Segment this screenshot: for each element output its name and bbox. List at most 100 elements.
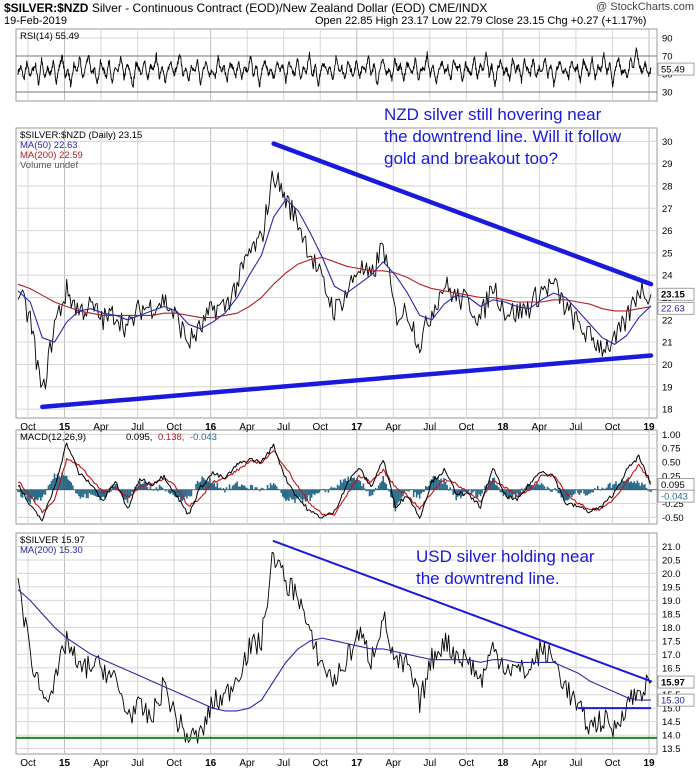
y-tick-label: 30 bbox=[662, 137, 673, 148]
x-tick-label: Oct bbox=[605, 758, 621, 769]
usd-annotation-line: USD silver holding near bbox=[416, 547, 595, 566]
y-tick-label: 17.5 bbox=[662, 636, 681, 647]
chart-header: $SILVER:$NZD Silver - Continuous Contrac… bbox=[4, 1, 487, 15]
x-tick-label: Jul bbox=[277, 422, 290, 433]
y-tick-label: 90 bbox=[662, 34, 673, 45]
x-tick-label: 16 bbox=[205, 758, 217, 769]
y-tick-label: -0.25 bbox=[662, 499, 684, 510]
y-tick-label: 19.0 bbox=[662, 596, 681, 607]
panel-silver-nzd bbox=[15, 127, 658, 419]
x-tick-label: Apr bbox=[386, 758, 402, 769]
y-tick-label: 0.25 bbox=[662, 471, 681, 482]
copyright-label: @ StockCharts.com bbox=[596, 1, 694, 13]
x-tick-label: Apr bbox=[239, 758, 255, 769]
panel-macd bbox=[15, 429, 658, 525]
y-tick-label: 1.00 bbox=[662, 430, 681, 441]
nzd-annotation-line: gold and breakout too? bbox=[384, 149, 558, 168]
x-tick-label: Apr bbox=[386, 422, 402, 433]
price-tag-label: 15.30 bbox=[661, 696, 685, 707]
x-tick-label: 18 bbox=[497, 422, 509, 433]
y-tick-label: 19.5 bbox=[662, 582, 681, 593]
y-tick-label: 27 bbox=[662, 204, 673, 215]
y-tick-label: 20.0 bbox=[662, 569, 681, 580]
x-tick-label: Oct bbox=[20, 422, 36, 433]
nzd-uptrend-line bbox=[40, 353, 654, 410]
y-tick-label: 19 bbox=[662, 382, 673, 393]
x-tick-label: Oct bbox=[20, 758, 36, 769]
x-tick-label: 17 bbox=[351, 758, 363, 769]
x-tick-label: 17 bbox=[351, 422, 363, 433]
x-tick-label: Apr bbox=[532, 422, 548, 433]
x-tick-label: Oct bbox=[459, 422, 475, 433]
x-tick-label: 19 bbox=[643, 758, 655, 769]
panel-frame bbox=[15, 28, 658, 102]
symbol-description: Silver - Continuous Contract (EOD)/New Z… bbox=[91, 1, 488, 15]
x-tick-label: Oct bbox=[166, 758, 182, 769]
usd-ma200-line bbox=[17, 589, 651, 712]
x-tick-label: Apr bbox=[93, 758, 109, 769]
price-tag-box bbox=[657, 693, 695, 707]
panel-frame bbox=[15, 127, 658, 419]
price-tag-box bbox=[657, 62, 695, 76]
y-tick-label: 22 bbox=[662, 315, 673, 326]
macd-legend-value: 0.095, bbox=[126, 432, 152, 443]
x-tick-label: Apr bbox=[532, 758, 548, 769]
price-tag-label: 0.095 bbox=[661, 480, 685, 491]
usd-annotation-line: the downtrend line. bbox=[416, 569, 560, 588]
macd-line bbox=[17, 442, 652, 522]
x-tick-label: Oct bbox=[459, 758, 475, 769]
y-tick-label: 17.0 bbox=[662, 650, 681, 661]
price-tag-label: 55.49 bbox=[661, 65, 685, 76]
x-tick-label: Apr bbox=[93, 422, 109, 433]
legend-entry: MA(200) 15.30 bbox=[20, 545, 83, 556]
y-tick-label: 29 bbox=[662, 159, 673, 170]
y-tick-label: 0.75 bbox=[662, 444, 681, 455]
y-tick-label: 15.0 bbox=[662, 704, 681, 715]
x-tick-label: Jul bbox=[570, 758, 583, 769]
usd-silver-price-line bbox=[17, 551, 652, 744]
price-tag-box bbox=[657, 287, 695, 301]
y-tick-label: 70 bbox=[662, 52, 673, 63]
nzd-annotation-line: NZD silver still hovering near bbox=[384, 105, 602, 124]
y-tick-label: 21.0 bbox=[662, 542, 681, 553]
macd-signal-line bbox=[17, 450, 652, 516]
y-tick-label: 24 bbox=[662, 271, 673, 282]
quote-line: Open 22.85 High 23.17 Low 22.79 Close 23… bbox=[315, 15, 647, 27]
y-tick-label: 20 bbox=[662, 360, 673, 371]
x-tick-label: Oct bbox=[166, 422, 182, 433]
price-tag-box bbox=[657, 489, 695, 503]
x-tick-label: 15 bbox=[59, 422, 71, 433]
y-tick-label: 18.5 bbox=[662, 609, 681, 620]
y-tick-label: 16.5 bbox=[662, 663, 681, 674]
symbol-title: $SILVER:$NZD bbox=[4, 1, 89, 15]
macd-legend-title: MACD(12,26,9) bbox=[20, 432, 86, 443]
legend-entry: Volume undef bbox=[20, 160, 78, 171]
price-tag-box bbox=[657, 301, 695, 315]
y-tick-label: 28 bbox=[662, 182, 673, 193]
legend-entry: $SILVER 15.97 bbox=[20, 535, 85, 546]
legend-entry: MA(200) 22.59 bbox=[20, 150, 83, 161]
x-tick-label: Jul bbox=[423, 422, 436, 433]
y-tick-label: 20.5 bbox=[662, 555, 681, 566]
macd-legend-histogram: -0.043 bbox=[190, 432, 217, 443]
y-tick-label: 18.0 bbox=[662, 623, 681, 634]
panel-frame bbox=[15, 429, 658, 525]
x-tick-label: Jul bbox=[131, 422, 144, 433]
x-tick-label: Oct bbox=[605, 422, 621, 433]
x-tick-label: Jul bbox=[570, 422, 583, 433]
price-tag-label: 23.15 bbox=[661, 290, 685, 301]
x-tick-label: Oct bbox=[312, 758, 328, 769]
x-tick-label: Apr bbox=[239, 422, 255, 433]
price-tag-box bbox=[657, 675, 695, 689]
nzd-ma50-line bbox=[17, 198, 652, 345]
y-tick-label: -0.50 bbox=[662, 513, 684, 524]
legend-entry: MA(50) 22.63 bbox=[20, 140, 78, 151]
legend-entry: $SILVER:$NZD (Daily) 23.15 bbox=[20, 130, 142, 141]
y-tick-label: 26 bbox=[662, 226, 673, 237]
nzd-ma200-line bbox=[17, 256, 652, 319]
y-tick-label: 14.5 bbox=[662, 717, 681, 728]
panel-frame bbox=[15, 532, 658, 755]
nzd-downtrend-line bbox=[271, 141, 654, 287]
macd-legend-signal: 0.138, bbox=[158, 432, 184, 443]
